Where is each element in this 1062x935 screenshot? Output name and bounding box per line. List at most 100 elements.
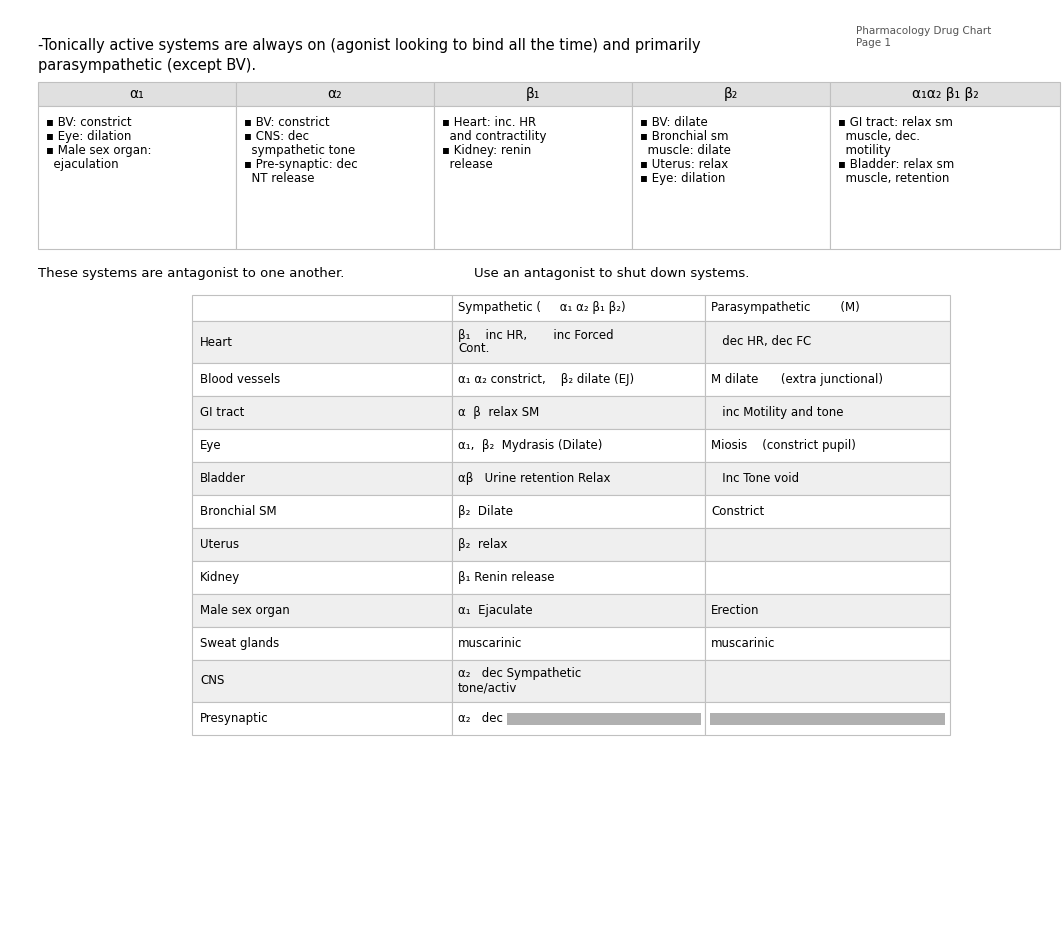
Bar — [192, 495, 452, 528]
Text: α₂   dec: α₂ dec — [458, 712, 507, 725]
Text: α₁,  β₂  Mydrasis (Dilate): α₁, β₂ Mydrasis (Dilate) — [458, 439, 602, 452]
Text: parasympathetic (except BV).: parasympathetic (except BV). — [38, 58, 256, 73]
Text: sympathetic tone: sympathetic tone — [244, 144, 356, 157]
Bar — [236, 106, 434, 249]
Text: ▪ BV: constrict: ▪ BV: constrict — [244, 116, 329, 129]
Text: Kidney: Kidney — [200, 571, 240, 584]
Text: Inc Tone void: Inc Tone void — [710, 472, 799, 485]
Text: GI tract: GI tract — [200, 406, 244, 419]
Text: β₂  Dilate: β₂ Dilate — [458, 505, 513, 518]
Bar — [192, 462, 452, 495]
Text: Bladder: Bladder — [200, 472, 246, 485]
Bar — [705, 321, 950, 363]
Bar — [434, 82, 632, 106]
Text: motility: motility — [838, 144, 891, 157]
Text: ▪ Eye: dilation: ▪ Eye: dilation — [640, 172, 725, 185]
Bar — [452, 429, 705, 462]
Bar — [705, 396, 950, 429]
Text: -Tonically active systems are always on (agonist looking to bind all the time) a: -Tonically active systems are always on … — [38, 38, 701, 53]
Text: α₁  Ejaculate: α₁ Ejaculate — [458, 604, 533, 617]
Bar — [452, 495, 705, 528]
Text: Cont.: Cont. — [458, 342, 490, 355]
Text: muscarinic: muscarinic — [710, 637, 775, 650]
Bar — [192, 363, 452, 396]
Text: M dilate      (extra junctional): M dilate (extra junctional) — [710, 373, 883, 386]
Text: ▪ Eye: dilation: ▪ Eye: dilation — [46, 130, 132, 143]
Text: Parasympathetic        (M): Parasympathetic (M) — [710, 301, 860, 314]
Text: and contractility: and contractility — [442, 130, 547, 143]
Text: Eye: Eye — [200, 439, 222, 452]
Text: Blood vessels: Blood vessels — [200, 373, 280, 386]
Text: ▪ Pre-synaptic: dec: ▪ Pre-synaptic: dec — [244, 158, 358, 171]
Text: Pharmacology Drug Chart
Page 1: Pharmacology Drug Chart Page 1 — [856, 26, 991, 48]
Text: β₁: β₁ — [526, 87, 541, 101]
Bar — [705, 429, 950, 462]
Bar — [192, 702, 452, 735]
Bar — [705, 495, 950, 528]
Bar — [452, 627, 705, 660]
Text: muscarinic: muscarinic — [458, 637, 523, 650]
Bar — [192, 594, 452, 627]
Bar — [632, 106, 830, 249]
Text: Constrict: Constrict — [710, 505, 765, 518]
Text: ▪ Bronchial sm: ▪ Bronchial sm — [640, 130, 729, 143]
Bar — [192, 627, 452, 660]
Text: ▪ CNS: dec: ▪ CNS: dec — [244, 130, 309, 143]
Text: α  β  relax SM: α β relax SM — [458, 406, 539, 419]
Text: release: release — [442, 158, 493, 171]
Text: ▪ Heart: inc. HR: ▪ Heart: inc. HR — [442, 116, 536, 129]
Text: ▪ GI tract: relax sm: ▪ GI tract: relax sm — [838, 116, 953, 129]
Bar — [705, 660, 950, 702]
Text: ▪ Bladder: relax sm: ▪ Bladder: relax sm — [838, 158, 955, 171]
Text: muscle, retention: muscle, retention — [838, 172, 949, 185]
Bar — [452, 528, 705, 561]
Bar — [192, 295, 452, 321]
Bar — [434, 106, 632, 249]
Text: Miosis    (constrict pupil): Miosis (constrict pupil) — [710, 439, 856, 452]
Text: muscle: dilate: muscle: dilate — [640, 144, 731, 157]
Bar — [236, 82, 434, 106]
Text: β₂: β₂ — [724, 87, 738, 101]
Bar — [705, 594, 950, 627]
Text: Erection: Erection — [710, 604, 759, 617]
Text: α₁α₂ β₁ β₂: α₁α₂ β₁ β₂ — [911, 87, 978, 101]
Text: α₂   dec Sympathetic: α₂ dec Sympathetic — [458, 668, 581, 681]
Text: These systems are antagonist to one another.: These systems are antagonist to one anot… — [38, 267, 344, 280]
Text: Presynaptic: Presynaptic — [200, 712, 269, 725]
Bar — [38, 82, 236, 106]
Bar — [452, 561, 705, 594]
Bar — [452, 660, 705, 702]
Text: α₂: α₂ — [328, 87, 342, 101]
Text: ▪ Kidney: renin: ▪ Kidney: renin — [442, 144, 531, 157]
Bar — [452, 321, 705, 363]
Text: inc Motility and tone: inc Motility and tone — [710, 406, 843, 419]
Bar — [452, 462, 705, 495]
Bar — [632, 82, 830, 106]
Bar — [192, 396, 452, 429]
Text: Heart: Heart — [200, 336, 233, 349]
Bar — [705, 627, 950, 660]
Bar — [710, 712, 945, 725]
Text: Sweat glands: Sweat glands — [200, 637, 279, 650]
Bar — [705, 295, 950, 321]
Text: tone/activ: tone/activ — [458, 682, 517, 695]
Text: ejaculation: ejaculation — [46, 158, 119, 171]
Bar — [705, 528, 950, 561]
Bar — [830, 106, 1060, 249]
Text: Bronchial SM: Bronchial SM — [200, 505, 276, 518]
Bar — [192, 660, 452, 702]
Text: α₁: α₁ — [130, 87, 144, 101]
Text: Male sex organ: Male sex organ — [200, 604, 290, 617]
Text: muscle, dec.: muscle, dec. — [838, 130, 920, 143]
Text: Sympathetic (     α₁ α₂ β₁ β₂): Sympathetic ( α₁ α₂ β₁ β₂) — [458, 301, 626, 314]
Bar — [452, 702, 705, 735]
Bar — [830, 82, 1060, 106]
Bar — [192, 429, 452, 462]
Bar — [38, 106, 236, 249]
Text: α₁ α₂ constrict,    β₂ dilate (EJ): α₁ α₂ constrict, β₂ dilate (EJ) — [458, 373, 634, 386]
Bar — [192, 528, 452, 561]
Text: β₂  relax: β₂ relax — [458, 538, 508, 551]
Bar — [452, 363, 705, 396]
Bar — [452, 295, 705, 321]
Text: αβ   Urine retention Relax: αβ Urine retention Relax — [458, 472, 611, 485]
